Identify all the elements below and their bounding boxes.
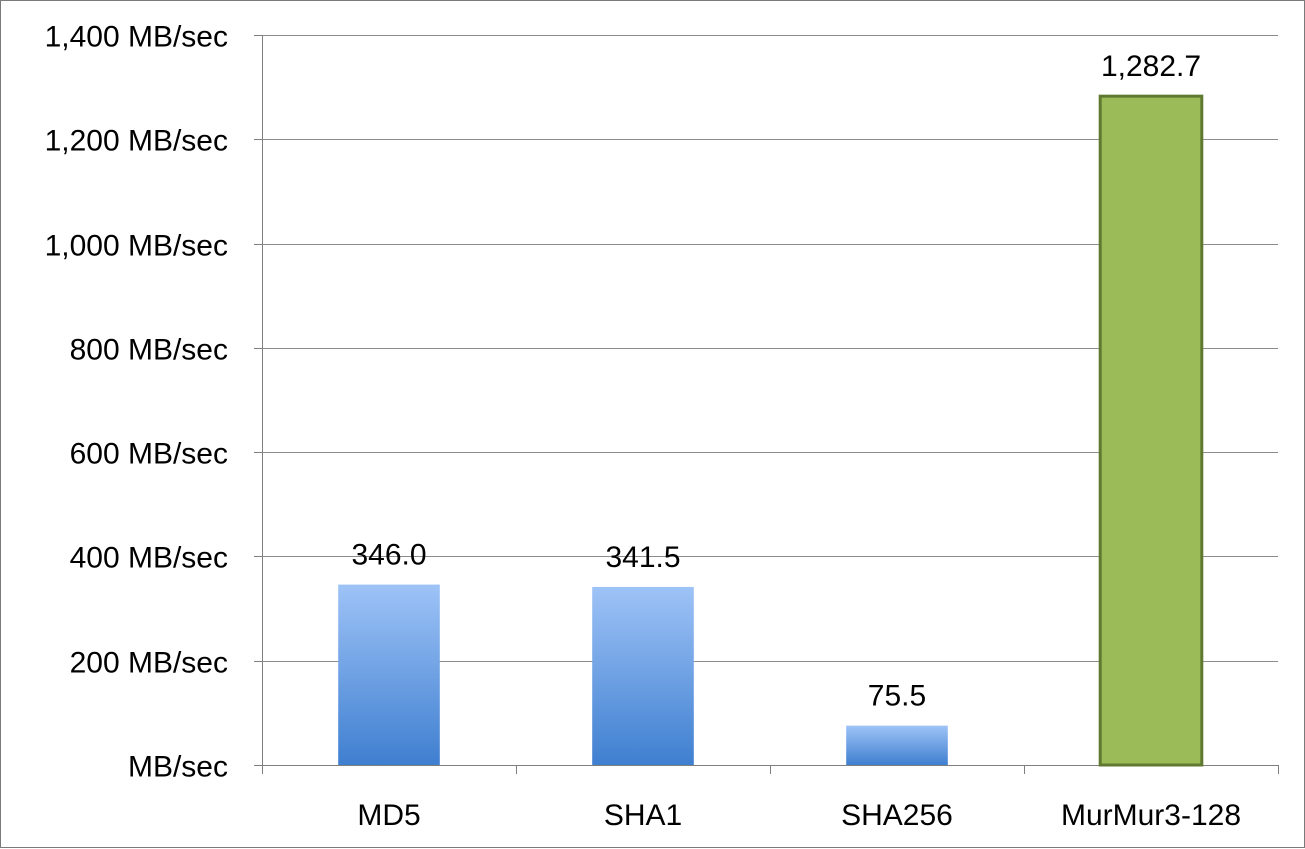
y-tick-label: 200 MB/sec [70,647,228,680]
data-label: 75.5 [868,680,926,713]
y-tick-label: 600 MB/sec [70,438,228,471]
bar-md5 [338,584,440,765]
x-category-label: MurMur3-128 [1061,799,1241,832]
bar-sha256 [846,725,948,765]
data-labels: 346.0 341.5 75.5 1,282.7 [351,50,1201,712]
bar-murmur3-128 [1098,94,1204,767]
x-category-label: SHA256 [841,799,953,832]
y-tick-label: 1,000 MB/sec [45,230,228,263]
bar-sha1 [592,586,694,765]
x-category-label: MD5 [357,799,420,832]
y-tick-label: 800 MB/sec [70,334,228,367]
data-label: 346.0 [351,539,426,572]
x-axis-category-labels: MD5 SHA1 SHA256 MurMur3-128 [357,799,1241,832]
y-tick-label: MB/sec [128,751,228,784]
data-label: 341.5 [605,541,680,574]
y-tick-label: 400 MB/sec [70,542,228,575]
y-axis-tick-labels: MB/sec 200 MB/sec 400 MB/sec 600 MB/sec 800 … [45,21,228,784]
data-label: 1,282.7 [1101,50,1201,83]
y-tick-label: 1,200 MB/sec [45,125,228,158]
gridlines [262,35,1278,662]
x-category-label: SHA1 [604,799,682,832]
y-tick-label: 1,400 MB/sec [45,21,228,54]
bars [338,94,1204,767]
